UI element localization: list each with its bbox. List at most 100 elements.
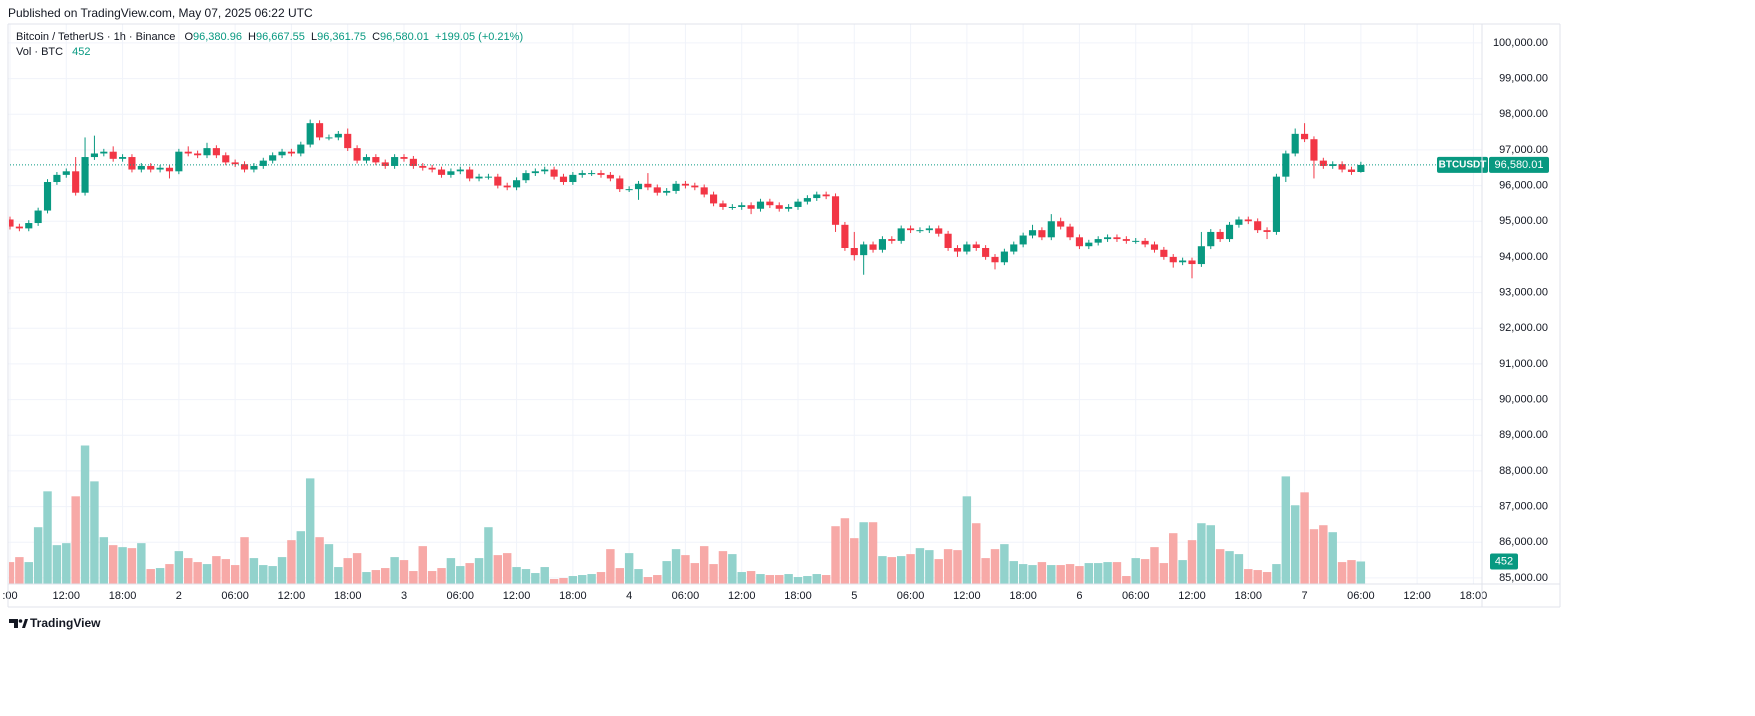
volume-tag-text: 452 (1495, 555, 1513, 567)
candle-body (953, 248, 962, 252)
volume-bar (756, 574, 765, 584)
volume-bar (1122, 576, 1131, 584)
x-tick-label: 18:00 (1235, 590, 1263, 602)
volume-bar (240, 537, 249, 584)
candle-body (222, 155, 230, 163)
volume-bar (578, 575, 587, 584)
x-tick-label: 06:00 (447, 590, 475, 602)
candle-body (409, 158, 417, 166)
candle-body (935, 228, 943, 234)
volume-bar (446, 558, 456, 584)
x-tick-label: 7 (1302, 590, 1308, 602)
volume-bar (803, 576, 812, 584)
candle-body (878, 239, 886, 250)
candle-body (869, 244, 877, 250)
candle-body (100, 151, 108, 154)
candle-body (766, 201, 774, 206)
candle-body (316, 123, 324, 138)
y-tick-label: 96,000.00 (1499, 179, 1548, 191)
candle-body (1169, 256, 1177, 263)
volume-bar (324, 544, 334, 584)
price-tag-text: 96,580.01 (1495, 159, 1544, 171)
candle-body (475, 176, 483, 179)
volume-bar (108, 545, 118, 584)
candle-body (1216, 231, 1224, 240)
candle-body (34, 210, 42, 224)
x-tick-label: 18:00 (109, 590, 137, 602)
y-tick-label: 90,000.00 (1499, 393, 1548, 405)
volume-bar (1225, 551, 1234, 584)
x-tick-label: :00 (2, 590, 17, 602)
candle-body (494, 176, 502, 186)
candle-body (1141, 240, 1149, 245)
volume-bar (456, 566, 465, 584)
volume-bar (765, 575, 775, 584)
volume-bar (812, 574, 821, 584)
volume-bar (1244, 569, 1253, 584)
volume-bar (981, 558, 990, 584)
volume-bar (559, 578, 568, 584)
candle-body (775, 205, 783, 209)
candle-body (1254, 221, 1262, 231)
volume-bar (972, 523, 981, 584)
candle-body (381, 162, 389, 166)
volume-bar (502, 553, 512, 584)
volume-bar (146, 569, 155, 584)
volume-bar (465, 563, 474, 584)
volume-bar (1319, 525, 1328, 584)
ohlc-key: H (248, 31, 256, 43)
x-tick-label: 18:00 (1009, 590, 1037, 602)
candle-body (897, 228, 905, 241)
volume-bar (549, 579, 559, 584)
candle-body (25, 223, 33, 229)
volume-bar (653, 575, 662, 584)
candle-body (466, 169, 474, 179)
volume-bar (1178, 560, 1187, 584)
volume-bar (62, 543, 71, 584)
x-tick-label: 06:00 (1122, 590, 1150, 602)
volume-bar (1028, 565, 1037, 584)
volume-bar (1150, 547, 1159, 584)
volume-bar (184, 558, 193, 584)
candle-body (559, 176, 568, 183)
candle-body (1197, 246, 1205, 265)
volume-bar (1103, 562, 1112, 584)
candle-body (240, 164, 249, 170)
volume-bar (202, 564, 212, 584)
plot (9, 119, 1480, 584)
volume-bar (615, 568, 624, 584)
grid (8, 24, 1482, 584)
volume-bar (1084, 563, 1094, 584)
y-tick-label: 92,000.00 (1499, 322, 1548, 334)
volume-bar (990, 549, 1000, 584)
volume-bar (831, 526, 840, 584)
volume-bar (775, 575, 784, 584)
candle-body (353, 148, 361, 161)
candle-body (916, 230, 924, 232)
x-tick-label: 12:00 (503, 590, 531, 602)
candle-body (588, 173, 596, 175)
candle-body (653, 187, 661, 193)
volume-bar (887, 557, 897, 584)
candle-body (1132, 240, 1140, 242)
candle-body (569, 174, 577, 183)
x-tick-label: 06:00 (221, 590, 249, 602)
candle-body (1310, 139, 1318, 161)
candle-body (925, 228, 933, 231)
volume-bar (99, 537, 109, 584)
volume-tag (1490, 553, 1518, 570)
volume-bar (699, 546, 709, 584)
x-tick-label: 18:00 (784, 590, 812, 602)
candle-body (297, 144, 305, 154)
x-tick-label: 18:00 (334, 590, 362, 602)
volume-bar (1300, 492, 1309, 584)
volume-bar (709, 564, 718, 584)
candle-body (888, 239, 896, 241)
candle-body (325, 137, 333, 139)
candle-body (109, 151, 117, 159)
volume-bar (596, 572, 606, 584)
candle-body (165, 167, 174, 172)
candle-body (81, 157, 89, 193)
candle-body (663, 190, 671, 193)
